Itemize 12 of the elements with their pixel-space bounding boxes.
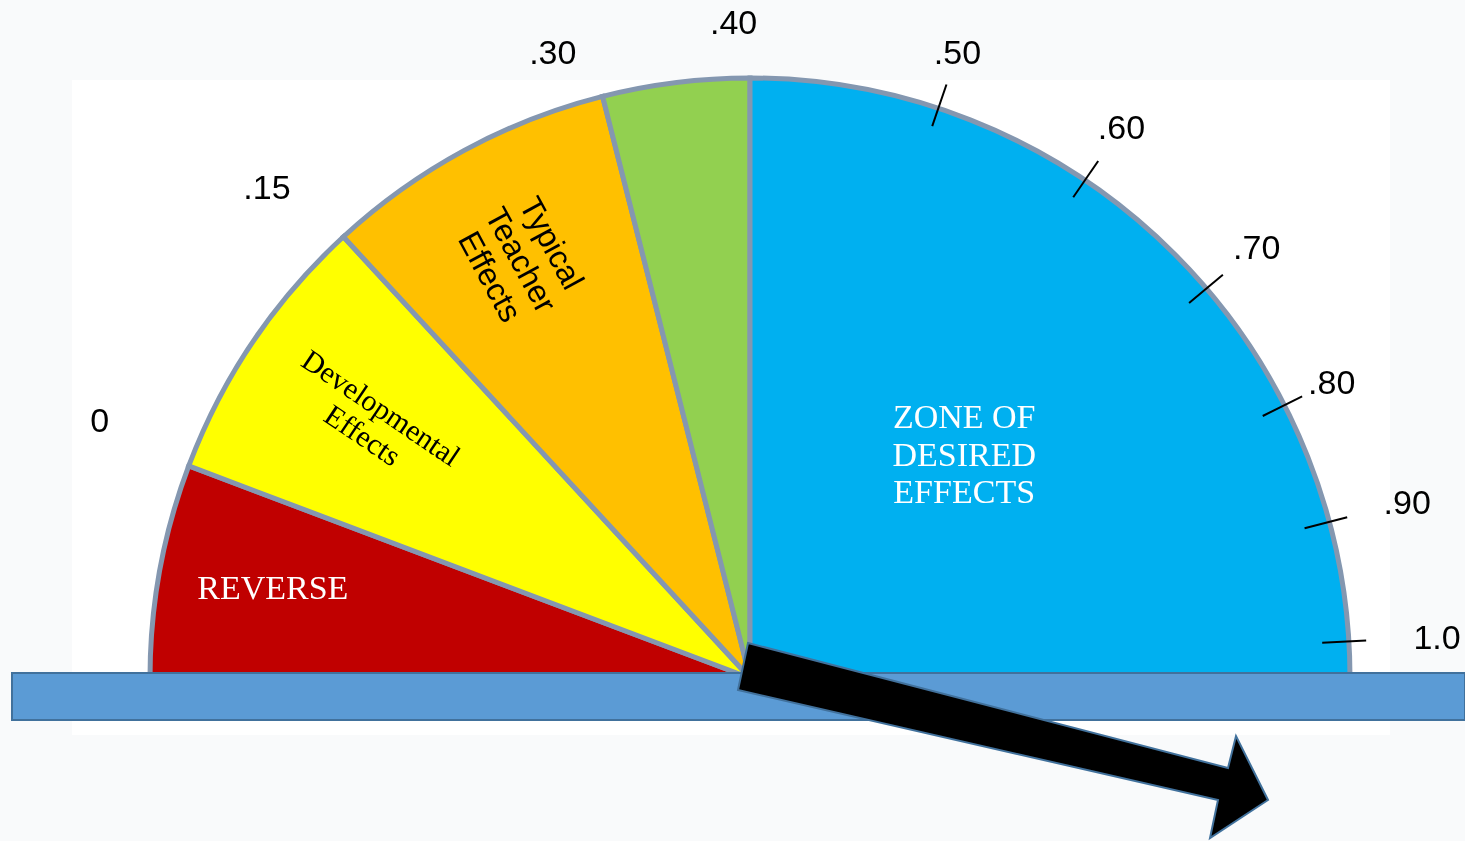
slice-label: ZONE OF DESIRED EFFECTS (892, 398, 1036, 511)
text: .15 (243, 167, 291, 206)
text: 0 (90, 401, 110, 440)
slice-label: REVERSE (197, 568, 349, 606)
text: 1.0 (1413, 617, 1461, 656)
text: .50 (933, 33, 982, 72)
text: .70 (1233, 227, 1281, 266)
text: .30 (529, 33, 577, 72)
text: .90 (1383, 482, 1431, 521)
text: .40 (710, 3, 758, 42)
text: .60 (1097, 108, 1146, 147)
text: .80 (1308, 362, 1356, 401)
